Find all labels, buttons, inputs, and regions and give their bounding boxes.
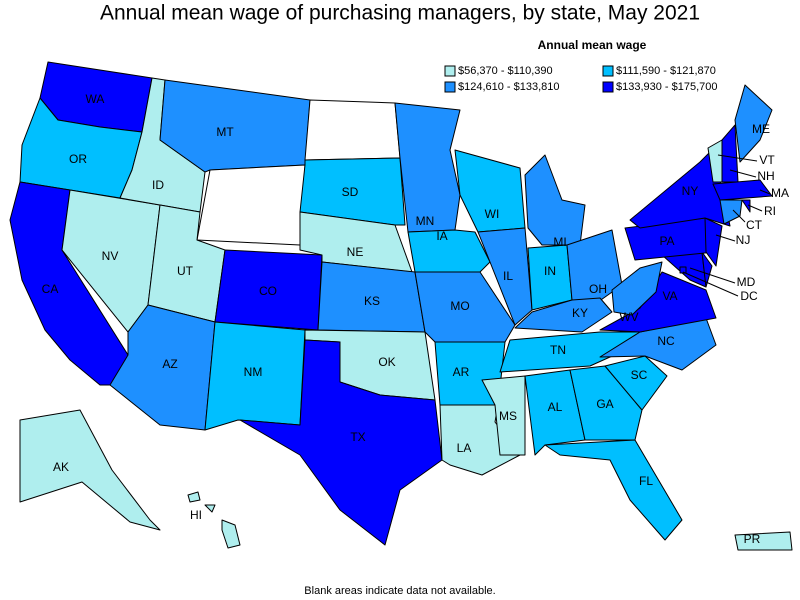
state-label: PA bbox=[659, 234, 674, 248]
state-label: SD bbox=[342, 185, 359, 199]
state bbox=[544, 439, 683, 541]
state bbox=[712, 179, 773, 201]
state-label: AL bbox=[548, 400, 563, 414]
state bbox=[611, 261, 663, 316]
state-label: TN bbox=[550, 343, 566, 357]
state bbox=[477, 227, 533, 326]
state bbox=[734, 84, 773, 163]
legend-swatch bbox=[444, 81, 456, 93]
state-label: WA bbox=[86, 92, 105, 106]
map-title: Annual mean wage of purchasing managers,… bbox=[100, 2, 700, 25]
state bbox=[407, 229, 491, 273]
state-label: VT bbox=[759, 153, 775, 167]
state bbox=[524, 154, 586, 246]
state-label: KY bbox=[572, 306, 588, 320]
leader-line bbox=[729, 169, 757, 178]
legend-label: $124,610 - $133,810 bbox=[458, 81, 560, 93]
state-label: MI bbox=[553, 235, 566, 249]
state bbox=[239, 339, 443, 546]
leader-line bbox=[732, 209, 746, 223]
legend-swatch bbox=[602, 65, 614, 77]
state-label: LA bbox=[457, 441, 472, 455]
state-label: NH bbox=[757, 169, 774, 183]
state-label: OH bbox=[589, 282, 607, 296]
state-label: RI bbox=[764, 204, 776, 218]
legend-label: $111,590 - $121,870 bbox=[616, 65, 716, 77]
state bbox=[196, 164, 306, 246]
footnote: Blank areas indicate data not available. bbox=[304, 585, 495, 597]
state bbox=[514, 297, 613, 333]
state bbox=[741, 199, 751, 213]
state bbox=[566, 229, 623, 303]
state-label: CT bbox=[746, 218, 763, 232]
state-label: NY bbox=[682, 184, 699, 198]
state-label: MS bbox=[499, 409, 517, 423]
legend-label: $133,930 - $175,700 bbox=[616, 81, 718, 93]
legend-swatch bbox=[444, 65, 456, 77]
state-label: PR bbox=[744, 532, 761, 546]
state-label: AK bbox=[53, 460, 69, 474]
state-label: IN bbox=[544, 264, 556, 278]
state-label: MN bbox=[416, 214, 435, 228]
leader-line bbox=[717, 154, 758, 162]
state-label: KS bbox=[364, 294, 380, 308]
leader-line bbox=[747, 204, 763, 212]
states bbox=[9, 61, 793, 551]
state-label: UT bbox=[177, 264, 194, 278]
state-label: CA bbox=[42, 282, 59, 296]
state-label: FL bbox=[639, 474, 653, 488]
state-label: AZ bbox=[162, 357, 177, 371]
state-label: ID bbox=[152, 178, 164, 192]
state bbox=[701, 251, 713, 288]
state bbox=[19, 409, 161, 531]
leader-line bbox=[689, 267, 736, 284]
state-label: HI bbox=[190, 508, 202, 522]
state bbox=[704, 217, 723, 267]
legend: $56,370 - $110,390 $111,590 - $121,870 $12… bbox=[444, 65, 718, 93]
state bbox=[304, 99, 401, 161]
leader-line bbox=[715, 234, 736, 242]
state-label: ME bbox=[752, 122, 770, 136]
legend-label: $56,370 - $110,390 bbox=[458, 65, 553, 77]
state-label: GA bbox=[596, 397, 613, 411]
state-label: SC bbox=[631, 368, 648, 382]
state-label: NJ bbox=[736, 233, 751, 247]
legend-swatch bbox=[602, 81, 614, 93]
state bbox=[524, 369, 586, 456]
state-label: IL bbox=[503, 269, 513, 283]
state-label: VA bbox=[662, 289, 677, 303]
state-label: NM bbox=[244, 365, 263, 379]
state-label: MT bbox=[216, 125, 234, 139]
state bbox=[481, 375, 526, 456]
legend-title: Annual mean wage bbox=[538, 38, 647, 52]
state-label: OR bbox=[69, 152, 87, 166]
state-label: NE bbox=[347, 245, 364, 259]
state-label: OK bbox=[378, 355, 395, 369]
state-label: DC bbox=[740, 289, 758, 303]
state-label: IA bbox=[436, 229, 447, 243]
leader-line bbox=[682, 271, 739, 297]
state-label: NC bbox=[657, 334, 675, 348]
state bbox=[719, 199, 743, 225]
state-label: MA bbox=[771, 186, 789, 200]
state-label: NV bbox=[102, 249, 119, 263]
leader-line bbox=[759, 189, 771, 195]
state-label: MD bbox=[737, 275, 756, 289]
state-label: WV bbox=[619, 310, 638, 324]
state bbox=[394, 102, 461, 233]
state bbox=[187, 491, 241, 549]
state bbox=[734, 531, 793, 551]
state-label: CO bbox=[259, 284, 277, 298]
state bbox=[604, 355, 668, 411]
state-label: WI bbox=[485, 207, 500, 221]
state bbox=[721, 124, 739, 183]
state-label: MO bbox=[450, 299, 469, 313]
state bbox=[569, 365, 643, 441]
state-label: TX bbox=[350, 430, 365, 444]
state-label: AR bbox=[453, 365, 470, 379]
